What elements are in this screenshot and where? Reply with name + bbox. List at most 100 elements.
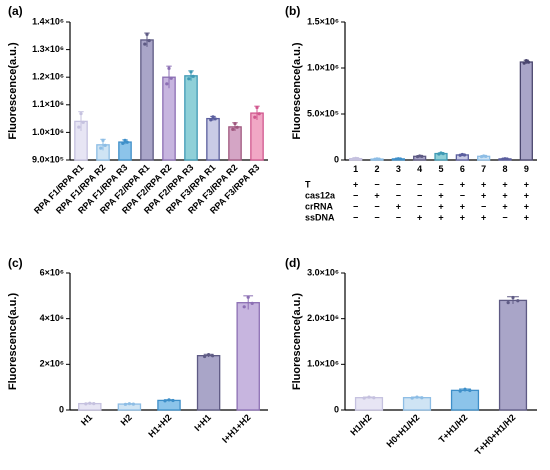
replicate-point	[123, 138, 127, 142]
bar-rpa-f3-rpa-r3	[250, 112, 264, 161]
condition-sign: −	[396, 212, 401, 222]
replicate-point	[242, 305, 246, 309]
x-category-label: 2	[374, 164, 379, 174]
chart-panel-1: (b) Fluorescence(a.u.) 0 5.0×10⁵ 1.0×10⁶ 1.5×…	[285, 4, 537, 222]
replicate-point	[511, 295, 515, 300]
replicate-point	[253, 115, 257, 119]
y-axis-title: Fluorescence(a.u.)	[291, 293, 303, 391]
replicate-point	[189, 70, 193, 74]
bar-t-h0-h1-h2	[498, 299, 528, 411]
x-category-label: H2	[119, 412, 134, 427]
bar-h0-h1-h2	[402, 397, 432, 411]
condition-sign: −	[460, 190, 465, 200]
bar-t-h1-h2	[450, 389, 480, 411]
condition-sign: +	[481, 190, 486, 200]
condition-sign: +	[460, 201, 465, 211]
replicate-point	[484, 154, 488, 158]
replicate-point	[505, 157, 509, 161]
replicate-point	[372, 396, 376, 400]
replicate-point	[420, 396, 424, 400]
condition-sign: −	[374, 179, 379, 189]
replicate-point	[167, 398, 171, 402]
bar-rpa-f2-rpa-r3	[184, 75, 198, 161]
y-axis-title: Fluorescence(a.u.)	[291, 42, 303, 140]
y-tick-label: 1.4×10⁶	[32, 16, 64, 26]
replicate-point	[246, 295, 250, 299]
x-category-label: H1	[79, 412, 94, 427]
replicate-point	[410, 396, 414, 400]
condition-sign: −	[417, 201, 422, 211]
condition-sign: +	[502, 201, 507, 211]
condition-row-label: cas12a	[305, 190, 336, 200]
replicate-point	[468, 388, 472, 393]
replicate-point	[506, 300, 510, 305]
condition-sign: +	[502, 190, 507, 200]
y-tick-label: 1.5×10⁶	[307, 16, 339, 26]
replicate-point	[231, 127, 235, 131]
replicate-point	[367, 395, 371, 399]
condition-sign: −	[353, 212, 358, 222]
replicate-point	[377, 157, 381, 161]
replicate-point	[121, 141, 125, 145]
replicate-point	[235, 125, 239, 129]
replicate-point	[398, 157, 403, 161]
bar-rpa-f3-rpa-r1	[206, 117, 220, 161]
y-tick-label: 0	[334, 404, 339, 414]
condition-sign: −	[353, 190, 358, 200]
replicate-point	[458, 389, 462, 393]
y-tick-label: 4×10⁶	[40, 313, 64, 323]
bar-rpa-f1-rpa-r3	[118, 141, 132, 161]
replicate-point	[526, 60, 531, 64]
condition-sign: −	[481, 201, 486, 211]
x-category-label: I+H1	[192, 412, 213, 433]
replicate-point	[210, 354, 215, 358]
x-category-label: 8	[502, 164, 507, 174]
bar-9	[519, 61, 533, 161]
replicate-point	[362, 396, 366, 400]
chart-panel-3: (d) Fluorescence(a.u.) 0 1.0×10⁶ 2.0×10⁶ 3.0×…	[285, 256, 537, 457]
condition-sign: −	[502, 212, 507, 222]
condition-sign: +	[460, 212, 465, 222]
replicate-point	[127, 402, 131, 406]
replicate-point	[99, 146, 103, 150]
y-tick-label: 1.3×10⁶	[32, 44, 64, 54]
y-tick-label: 2.0×10⁶	[307, 313, 339, 323]
x-category-label: H1/H2	[348, 412, 373, 437]
condition-sign: +	[438, 201, 443, 211]
condition-sign: +	[481, 212, 486, 222]
condition-sign: +	[460, 179, 465, 189]
x-category-label: 4	[417, 164, 422, 174]
condition-sign: +	[524, 190, 529, 200]
bar-h1-h2	[157, 399, 181, 411]
y-tick-label: 1.0×10⁶	[307, 359, 339, 369]
replicate-point	[123, 402, 128, 406]
chart-panel-2: (c) Fluorescence(a.u.) 0 2×10⁶ 4×10⁶ 6×10⁶ H1 H…	[7, 256, 268, 445]
replicate-point	[522, 61, 526, 65]
replicate-point	[171, 398, 175, 403]
condition-sign: −	[353, 201, 358, 211]
condition-sign: +	[502, 179, 507, 189]
condition-sign: +	[438, 190, 443, 200]
condition-sign: +	[481, 179, 486, 189]
replicate-point	[420, 154, 424, 158]
bar-h1-h2	[354, 397, 384, 411]
replicate-point	[191, 74, 195, 78]
replicate-point	[79, 112, 83, 116]
condition-sign: +	[353, 179, 358, 189]
y-tick-label: 1.2×10⁶	[32, 72, 64, 82]
x-category-label: 1	[353, 164, 358, 174]
replicate-point	[415, 395, 419, 399]
condition-sign: −	[374, 212, 379, 222]
condition-sign: −	[417, 179, 422, 189]
chart-panel-0: (a) Fluorescence(a.u.) 9.0×10⁵ 1.0×10⁶ 1.1×1…	[7, 4, 268, 216]
replicate-point	[463, 387, 467, 391]
replicate-point	[147, 39, 151, 43]
replicate-point	[250, 301, 254, 305]
y-tick-label: 0	[334, 154, 339, 164]
replicate-point	[441, 152, 445, 156]
y-tick-label: 9.0×10⁵	[32, 154, 64, 164]
y-tick-label: 5.0×10⁵	[307, 108, 339, 118]
replicate-point	[356, 157, 360, 161]
replicate-point	[187, 77, 191, 81]
